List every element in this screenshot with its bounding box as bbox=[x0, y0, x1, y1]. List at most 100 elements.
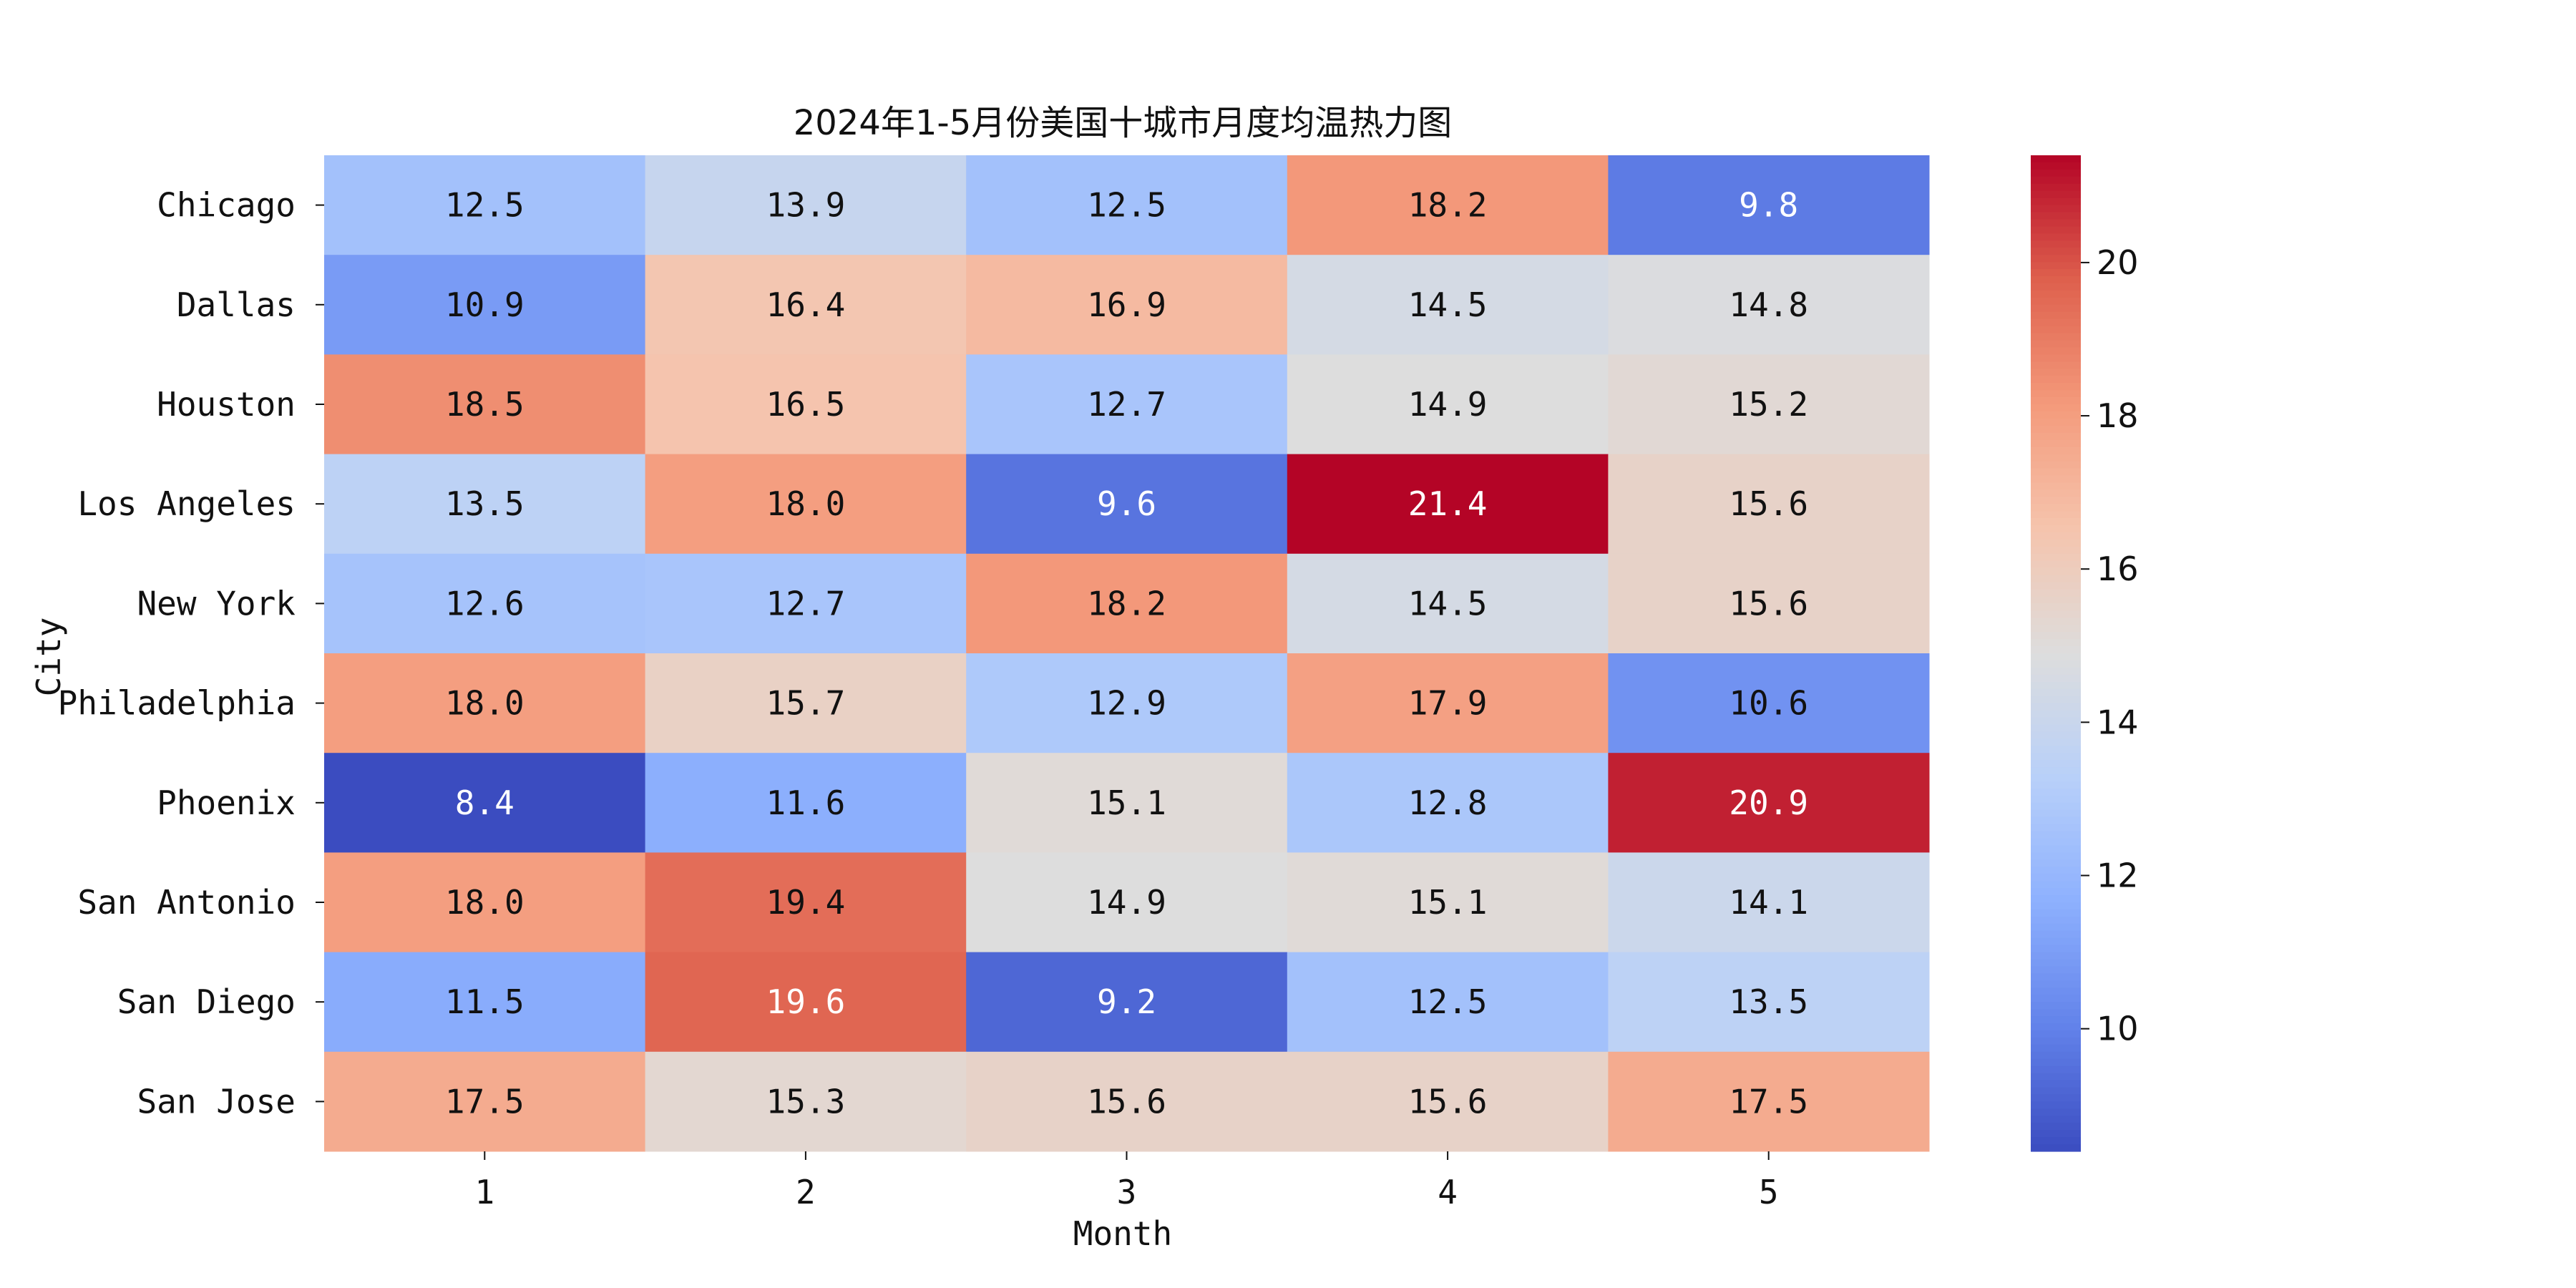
cell-value-label: 17.5 bbox=[1729, 1082, 1808, 1121]
colorbar-segment bbox=[2031, 219, 2081, 227]
cell-value-label: 21.4 bbox=[1408, 484, 1488, 523]
colorbar-segment bbox=[2031, 1137, 2081, 1145]
colorbar-segment bbox=[2031, 341, 2081, 348]
colorbar-segment bbox=[2031, 881, 2081, 889]
colorbar-segment bbox=[2031, 540, 2081, 547]
cell-value-label: 9.8 bbox=[1739, 186, 1798, 225]
colorbar-segment bbox=[2031, 995, 2081, 1002]
cell-value-label: 17.5 bbox=[445, 1082, 525, 1121]
cell-value-label: 16.9 bbox=[1087, 286, 1166, 324]
colorbar-segment bbox=[2031, 198, 2081, 206]
colorbar-segment bbox=[2031, 582, 2081, 590]
cell-value-label: 18.2 bbox=[1087, 584, 1166, 623]
cell-value-label: 15.2 bbox=[1729, 385, 1808, 424]
colorbar-segment bbox=[2031, 888, 2081, 896]
cell-value-label: 18.0 bbox=[445, 883, 525, 922]
colorbar-segment bbox=[2031, 369, 2081, 376]
colorbar-segment bbox=[2031, 397, 2081, 405]
colorbar-segment bbox=[2031, 696, 2081, 704]
cell-value-label: 18.5 bbox=[445, 385, 525, 424]
colorbar-segment bbox=[2031, 703, 2081, 711]
colorbar-segment bbox=[2031, 653, 2081, 661]
colorbar-segment bbox=[2031, 895, 2081, 903]
colorbar-segment bbox=[2031, 283, 2081, 291]
colorbar-segment bbox=[2031, 547, 2081, 555]
colorbar-segment bbox=[2031, 240, 2081, 248]
colorbar-segment bbox=[2031, 931, 2081, 939]
colorbar-segment bbox=[2031, 731, 2081, 739]
colorbar-segment bbox=[2031, 590, 2081, 597]
cell-value-label: 13.9 bbox=[766, 186, 846, 225]
colorbar-tick-label: 10 bbox=[2097, 1010, 2139, 1048]
colorbar-segment bbox=[2031, 561, 2081, 569]
colorbar-segment bbox=[2031, 276, 2081, 284]
colorbar-segment bbox=[2031, 226, 2081, 234]
colorbar-segment bbox=[2031, 689, 2081, 697]
colorbar-segment bbox=[2031, 1038, 2081, 1045]
colorbar-segment bbox=[2031, 497, 2081, 504]
y-tick-label: Houston bbox=[157, 385, 296, 424]
y-tick-label: Chicago bbox=[157, 186, 296, 225]
colorbar-segment bbox=[2031, 482, 2081, 490]
colorbar-segment bbox=[2031, 781, 2081, 789]
colorbar-segment bbox=[2031, 610, 2081, 618]
cell-value-label: 15.1 bbox=[1408, 883, 1488, 922]
cell-value-label: 15.6 bbox=[1729, 484, 1808, 523]
colorbar-tick-label: 20 bbox=[2097, 243, 2139, 282]
colorbar-segment bbox=[2031, 361, 2081, 369]
colorbar-segment bbox=[2031, 839, 2081, 847]
cell-value-label: 19.6 bbox=[766, 982, 846, 1021]
cell-value-label: 9.6 bbox=[1097, 484, 1156, 523]
colorbar-segment bbox=[2031, 575, 2081, 583]
colorbar-segment bbox=[2031, 404, 2081, 412]
colorbar-segment bbox=[2031, 852, 2081, 860]
cell-value-label: 15.6 bbox=[1729, 584, 1808, 623]
colorbar-segment bbox=[2031, 532, 2081, 540]
colorbar-segment bbox=[2031, 603, 2081, 611]
colorbar-segment bbox=[2031, 618, 2081, 625]
cell-value-label: 13.5 bbox=[1729, 982, 1808, 1021]
colorbar-segment bbox=[2031, 462, 2081, 469]
colorbar-segment bbox=[2031, 796, 2081, 804]
colorbar-segment bbox=[2031, 326, 2081, 334]
colorbar-segment bbox=[2031, 205, 2081, 213]
colorbar-segment bbox=[2031, 639, 2081, 647]
colorbar-segment bbox=[2031, 902, 2081, 910]
colorbar-segment bbox=[2031, 269, 2081, 277]
colorbar-segment bbox=[2031, 1066, 2081, 1074]
colorbar-segment bbox=[2031, 966, 2081, 974]
y-tick-label: San Diego bbox=[117, 982, 296, 1021]
colorbar-segment bbox=[2031, 746, 2081, 753]
colorbar-segment bbox=[2031, 632, 2081, 640]
colorbar-segment bbox=[2031, 987, 2081, 995]
colorbar-segment bbox=[2031, 738, 2081, 746]
colorbar-segment bbox=[2031, 909, 2081, 917]
colorbar-segment bbox=[2031, 376, 2081, 384]
x-tick-label: 4 bbox=[1438, 1173, 1458, 1211]
colorbar-segment bbox=[2031, 789, 2081, 796]
cell-value-label: 18.0 bbox=[766, 484, 846, 523]
cell-value-label: 11.5 bbox=[445, 982, 525, 1021]
colorbar-segment bbox=[2031, 1023, 2081, 1031]
colorbar-segment bbox=[2031, 711, 2081, 718]
colorbar-segment bbox=[2031, 824, 2081, 832]
y-tick-label: Phoenix bbox=[157, 784, 296, 822]
colorbar-segment bbox=[2031, 945, 2081, 953]
colorbar-segment bbox=[2031, 468, 2081, 476]
colorbar-segment bbox=[2031, 1045, 2081, 1053]
colorbar-segment bbox=[2031, 162, 2081, 170]
colorbar-segment bbox=[2031, 1116, 2081, 1123]
cell-value-label: 9.2 bbox=[1097, 982, 1156, 1021]
colorbar-segment bbox=[2031, 525, 2081, 533]
cell-value-label: 15.6 bbox=[1408, 1082, 1488, 1121]
y-tick-label: New York bbox=[137, 584, 296, 623]
colorbar-segment bbox=[2031, 568, 2081, 576]
colorbar-tick-label: 12 bbox=[2097, 857, 2139, 895]
cell-value-label: 14.5 bbox=[1408, 584, 1488, 623]
colorbar-segment bbox=[2031, 625, 2081, 633]
y-tick-label: San Jose bbox=[137, 1082, 296, 1121]
cell-value-label: 14.9 bbox=[1087, 883, 1166, 922]
colorbar-segment bbox=[2031, 454, 2081, 462]
colorbar-segment bbox=[2031, 170, 2081, 177]
cell-value-label: 10.9 bbox=[445, 286, 525, 324]
